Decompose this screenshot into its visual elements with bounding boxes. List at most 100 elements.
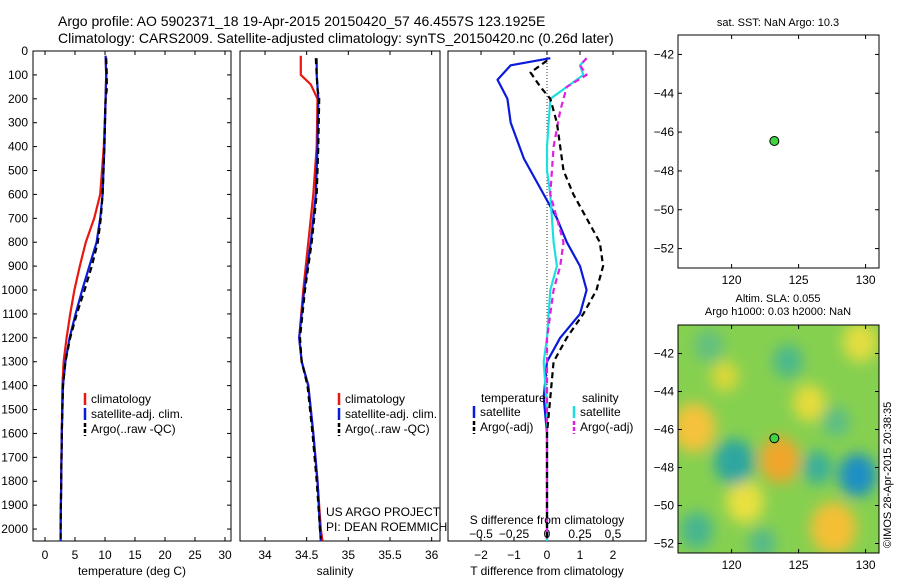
salinity-panel: 34 34.5 35 35.5 36 salinity climatology sate… [239, 50, 447, 578]
sla-anomaly-blob [714, 438, 755, 485]
salinity-axes-frame [239, 50, 441, 542]
sla-anomaly-blob [678, 402, 716, 453]
figure-title-line1: Argo profile: AO 5902371_18 19-Apr-2015 … [58, 13, 545, 29]
sst-map-panel: sat. SST: NaN Argo: 10.3 120 125 130 −42 −44… [654, 17, 880, 287]
s-diff-tick-label: 0.5 [605, 527, 622, 541]
s-diff-tick-label: −0.25 [499, 527, 530, 541]
t-difference-axis-label: T difference from climatology [470, 564, 624, 578]
sst-map-title: sat. SST: NaN Argo: 10.3 [717, 17, 839, 29]
s-difference-axis-label: S difference from climatology [470, 513, 625, 527]
temperature-panel: 0100200300400500600700800900100011001200… [1, 44, 646, 578]
x-tick-label: 34.5 [295, 548, 319, 562]
legend-salinity-title: salinity [582, 391, 619, 405]
map-x-tick-label: 120 [722, 273, 742, 287]
temperature-axis-label: temperature (deg C) [78, 564, 186, 578]
series-line-s-argo-adj- [545, 57, 588, 539]
x-tick-label: 35 [342, 548, 356, 562]
depth-tick-label: 300 [8, 116, 28, 130]
depth-tick-label: 900 [8, 259, 28, 273]
map-y-tick-label: −46 [654, 125, 675, 139]
sla-anomaly-blob [694, 328, 724, 363]
map-y-tick-label: −44 [654, 86, 675, 100]
map-y-tick-label: −42 [654, 347, 675, 361]
legend-temperature-title: temperature [481, 391, 546, 405]
depth-tick-label: 600 [8, 187, 28, 201]
legend-argo-label: Argo(..raw -QC) [345, 422, 430, 436]
depth-tick-label: 2000 [1, 522, 28, 536]
sla-map-frame [677, 324, 880, 554]
legend-climatology-label: climatology [345, 392, 405, 406]
difference-legend: temperature salinity satellite Argo(-adj… [472, 391, 633, 434]
sla-anomaly-blob [838, 453, 877, 497]
depth-tick-label: 1000 [1, 283, 28, 297]
argo-position-marker [769, 433, 780, 444]
difference-panel: −2 −1 0 1 2−0.5 −0.25 0 0.25 0.5 T difference fr… [447, 50, 647, 578]
map-y-tick-label: −48 [654, 164, 675, 178]
x-tick-label: 34 [258, 548, 272, 562]
x-tick-label: −1 [507, 548, 521, 562]
map-y-tick-label: −52 [654, 537, 675, 551]
s-diff-tick-label: −0.5 [469, 527, 493, 541]
depth-tick-label: 1500 [1, 403, 28, 417]
depth-tick-label: 1300 [1, 355, 28, 369]
map-x-tick-label: 120 [722, 558, 742, 572]
x-tick-label: 36 [425, 548, 439, 562]
depth-tick-label: 1700 [1, 450, 28, 464]
difference-x-axis: −2 −1 0 1 2−0.5 −0.25 0 0.25 0.5 [469, 51, 622, 562]
map-x-tick-label: 130 [856, 558, 876, 572]
depth-tick-label: 500 [8, 164, 28, 178]
x-tick-label: 2 [610, 548, 617, 562]
legend-climatology-label: climatology [91, 392, 151, 406]
sla-anomaly-blob [842, 325, 878, 363]
depth-tick-label: 400 [8, 140, 28, 154]
sla-anomaly-blob [749, 528, 776, 553]
sla-heatmap-blobs [678, 325, 878, 553]
sla-map-title-line2: Argo h1000: 0.03 h2000: NaN [705, 306, 851, 318]
map-y-tick-label: −50 [654, 203, 675, 217]
salinity-axis-label: salinity [317, 564, 354, 578]
x-tick-label: 20 [158, 548, 172, 562]
x-tick-label: 25 [188, 548, 202, 562]
series-line-argo-raw-qc- [298, 58, 322, 539]
depth-tick-label: 1100 [2, 307, 28, 321]
sla-anomaly-blob [802, 450, 833, 485]
x-tick-label: 35.5 [378, 548, 402, 562]
salinity-series [298, 55, 324, 542]
legend-s-satellite-label: satellite [580, 405, 621, 419]
imos-timestamp: ©IMOS 28-Apr-2015 20:38:35 [882, 402, 894, 548]
sla-anomaly-blob [711, 360, 739, 392]
sla-map-panel: Altim. SLA: 0.055 Argo h1000: 0.03 h2000… [654, 293, 894, 572]
legend-satellite-label: satellite-adj. clim. [345, 407, 437, 421]
sst-map-points [769, 136, 780, 147]
x-tick-label: −2 [474, 548, 488, 562]
sst-map-axes: 120 125 130 −42 −44 −46 −48 −50 −52 [654, 35, 879, 287]
sla-anomaly-blob [773, 344, 803, 379]
legend-t-argo-label: Argo(-adj) [480, 420, 533, 434]
map-y-tick-label: −42 [654, 47, 675, 61]
x-tick-label: 5 [72, 548, 79, 562]
depth-tick-label: 0 [21, 44, 28, 58]
legend-satellite-label: satellite-adj. clim. [91, 407, 183, 421]
x-tick-label: 1 [577, 548, 584, 562]
salinity-x-axis: 34 34.5 35 35.5 36 [258, 51, 439, 562]
sla-anomaly-blob [793, 384, 826, 422]
sst-map-frame [677, 34, 880, 269]
temperature-x-axis: 0 5 10 15 20 25 30 [42, 51, 232, 562]
temperature-axes-frame [32, 50, 232, 542]
series-line-t-satellite [496, 57, 588, 541]
salinity-legend: climatology satellite-adj. clim. Argo(..… [337, 392, 437, 436]
legend-argo-label: Argo(..raw -QC) [91, 422, 176, 436]
difference-series [496, 57, 605, 541]
sla-map-title-line1: Altim. SLA: 0.055 [736, 293, 821, 305]
map-y-tick-label: −46 [654, 423, 675, 437]
credit-project: US ARGO PROJECT [326, 505, 441, 519]
figure-title-line2: Climatology: CARS2009. Satellite-adjuste… [58, 30, 614, 46]
x-tick-label: 30 [218, 548, 232, 562]
series-line-argo-raw-qc- [59, 58, 108, 539]
depth-tick-label: 100 [8, 68, 28, 82]
depth-tick-label: 700 [8, 211, 28, 225]
credit-pi: PI: DEAN ROEMMICH [326, 520, 447, 534]
x-tick-label: 0 [42, 548, 49, 562]
map-y-tick-label: −52 [654, 242, 675, 256]
depth-tick-label: 800 [8, 235, 28, 249]
